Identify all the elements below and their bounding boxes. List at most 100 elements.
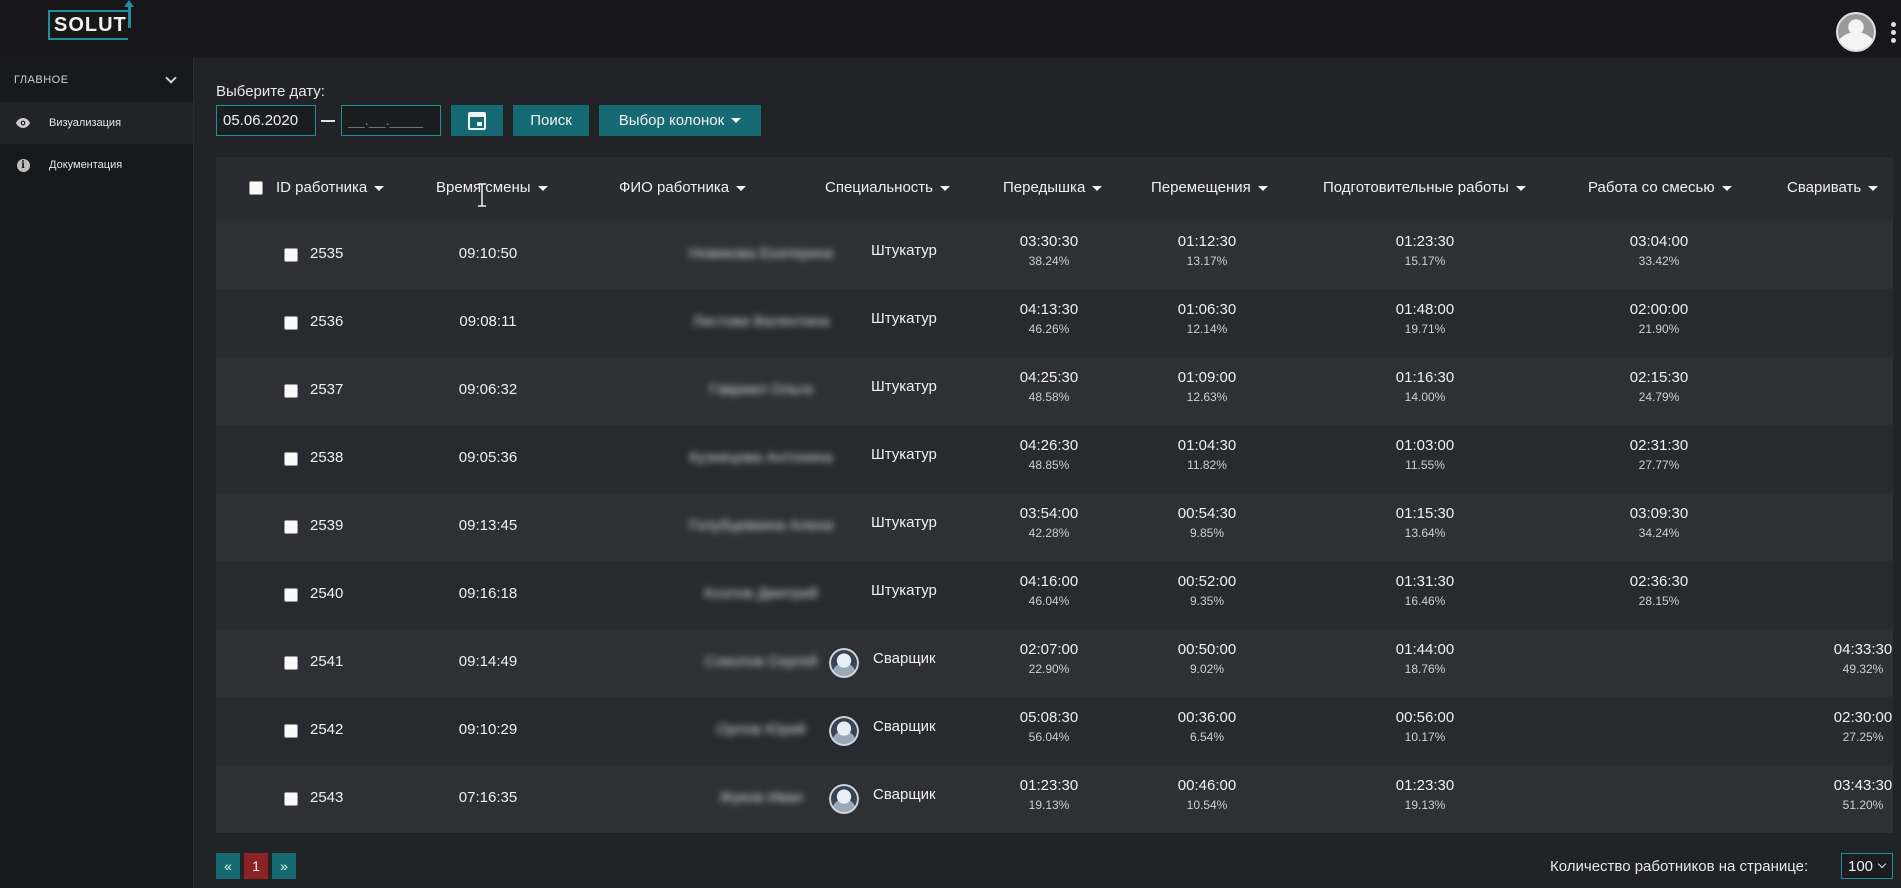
search-button[interactable]: Поиск bbox=[513, 105, 589, 136]
movement-time: 01:12:30 13.17% bbox=[1177, 233, 1237, 268]
worker-specialty: Штукатур bbox=[871, 514, 937, 531]
weld-time-percent: 27.25% bbox=[1842, 730, 1884, 744]
weld-time: 04:33:30 49.32% bbox=[1833, 641, 1893, 676]
mix-work-time-percent: 34.24% bbox=[1638, 526, 1680, 540]
logo[interactable]: SOLUT bbox=[48, 0, 134, 40]
row-checkbox[interactable] bbox=[284, 248, 298, 262]
table-row[interactable]: 2542 09:10:29 Орлов Юрий Сварщик 05:08:30 56.… bbox=[216, 697, 1893, 765]
table-row[interactable]: 2538 09:05:36 Кузнецова Антонина Штукатур 04… bbox=[216, 425, 1893, 493]
shift-time: 09:14:49 bbox=[458, 653, 518, 670]
sidebar-item-visualization[interactable]: Визуализация bbox=[0, 102, 193, 144]
table-row[interactable]: 2536 09:08:11 Листова Валентина Штукатур 04:… bbox=[216, 289, 1893, 357]
page-1-button[interactable]: 1 bbox=[244, 853, 268, 879]
table-header: ID работника Время смены ФИО работника С… bbox=[216, 157, 1893, 221]
sidebar-section-main[interactable]: ГЛАВНОЕ bbox=[0, 58, 193, 102]
calendar-icon bbox=[468, 111, 486, 130]
preparation-time-percent: 18.76% bbox=[1404, 662, 1446, 676]
shift-time: 09:05:36 bbox=[458, 449, 518, 466]
table-row[interactable]: 2539 09:13:45 Голубцевкина Алена Штукатур 03… bbox=[216, 493, 1893, 561]
more-menu-icon[interactable] bbox=[1891, 22, 1896, 44]
per-page-select[interactable]: 100 bbox=[1841, 853, 1893, 879]
movement-time-percent: 6.54% bbox=[1189, 730, 1225, 744]
weld-time: 03:43:30 51.20% bbox=[1833, 777, 1893, 812]
mix-work-time-percent: 28.15% bbox=[1638, 594, 1680, 608]
worker-name: Гавриил Ольга bbox=[709, 381, 813, 398]
date-to-input[interactable] bbox=[341, 105, 441, 136]
mix-work-time-percent: 33.42% bbox=[1638, 254, 1680, 268]
movement-time-percent: 13.17% bbox=[1186, 254, 1228, 268]
break-time-percent: 46.04% bbox=[1028, 594, 1070, 608]
worker-specialty: Штукатур bbox=[871, 242, 937, 259]
break-time-percent: 22.90% bbox=[1028, 662, 1070, 676]
movement-time: 00:46:00 10.54% bbox=[1177, 777, 1237, 812]
table-row[interactable]: 2543 07:16:35 Жуков Иван Сварщик 01:23:30 19.… bbox=[216, 765, 1893, 833]
column-header-id[interactable]: ID работника bbox=[276, 179, 385, 196]
table-row[interactable]: 2535 09:10:50 Новикова Екатерина Штукатур 03… bbox=[216, 221, 1893, 289]
mix-work-time: 02:31:30 27.77% bbox=[1629, 437, 1689, 472]
top-bar: SOLUT bbox=[0, 0, 1901, 58]
user-avatar[interactable] bbox=[1836, 12, 1876, 52]
column-header-shift[interactable]: Время смены bbox=[436, 179, 548, 196]
preparation-time: 00:56:00 10.17% bbox=[1395, 709, 1455, 744]
workers-table: ID работника Время смены ФИО работника С… bbox=[216, 157, 1893, 833]
sidebar-item-documentation[interactable]: i Документация bbox=[0, 144, 193, 186]
preparation-time-percent: 10.17% bbox=[1404, 730, 1446, 744]
row-checkbox[interactable] bbox=[284, 452, 298, 466]
break-time: 03:30:30 38.24% bbox=[1019, 233, 1079, 268]
mix-work-time: 02:15:30 24.79% bbox=[1629, 369, 1689, 404]
mix-work-time: 03:04:00 33.42% bbox=[1629, 233, 1689, 268]
select-all-checkbox[interactable] bbox=[249, 181, 263, 195]
movement-time-percent: 9.35% bbox=[1189, 594, 1225, 608]
row-checkbox[interactable] bbox=[284, 724, 298, 738]
table-row[interactable]: 2537 09:06:32 Гавриил Ольга Штукатур 04:25:3… bbox=[216, 357, 1893, 425]
preparation-time: 01:48:00 19.71% bbox=[1395, 301, 1455, 336]
row-checkbox[interactable] bbox=[284, 316, 298, 330]
table-row[interactable]: 2541 09:14:49 Соколов Сергей Сварщик 02:07:0… bbox=[216, 629, 1893, 697]
worker-specialty: Штукатур bbox=[871, 378, 937, 395]
preparation-time: 01:23:30 19.13% bbox=[1395, 777, 1455, 812]
worker-name: Орлов Юрий bbox=[716, 721, 806, 738]
preparation-time: 01:15:30 13.64% bbox=[1395, 505, 1455, 540]
sidebar-section-label: ГЛАВНОЕ bbox=[14, 74, 69, 86]
date-from-input[interactable] bbox=[216, 105, 316, 136]
column-select-button[interactable]: Выбор колонок bbox=[599, 105, 761, 136]
worker-name: Соколов Сергей bbox=[704, 653, 818, 670]
preparation-time-percent: 11.55% bbox=[1405, 458, 1445, 472]
prev-page-button[interactable]: « bbox=[216, 853, 240, 879]
preparation-time: 01:23:30 15.17% bbox=[1395, 233, 1455, 268]
movement-time: 00:54:30 9.85% bbox=[1177, 505, 1237, 540]
row-checkbox[interactable] bbox=[284, 384, 298, 398]
chevron-down-icon bbox=[1877, 859, 1887, 869]
preparation-time: 01:16:30 14.00% bbox=[1395, 369, 1455, 404]
table-row[interactable]: 2540 09:16:18 Козлов Дмитрий Штукатур 04:16:… bbox=[216, 561, 1893, 629]
column-header-movement[interactable]: Перемещения bbox=[1151, 179, 1268, 196]
column-header-specialty[interactable]: Специальность bbox=[825, 179, 950, 196]
column-header-mix-work[interactable]: Работа со смесью bbox=[1588, 179, 1732, 196]
break-time: 04:25:30 48.58% bbox=[1019, 369, 1079, 404]
column-header-name[interactable]: ФИО работника bbox=[619, 179, 747, 196]
movement-time: 00:50:00 9.02% bbox=[1177, 641, 1237, 676]
movement-time-percent: 9.02% bbox=[1189, 662, 1225, 676]
row-checkbox[interactable] bbox=[284, 656, 298, 670]
row-checkbox[interactable] bbox=[284, 588, 298, 602]
break-time: 03:54:00 42.28% bbox=[1019, 505, 1079, 540]
date-range-dash bbox=[321, 120, 335, 122]
row-checkbox[interactable] bbox=[284, 520, 298, 534]
chevron-down-icon bbox=[165, 72, 177, 84]
column-header-break[interactable]: Передышка bbox=[1003, 179, 1103, 196]
mix-work-time: 02:36:30 28.15% bbox=[1629, 573, 1689, 608]
logo-arrow-icon bbox=[124, 0, 134, 28]
break-time: 04:26:30 48.85% bbox=[1019, 437, 1079, 472]
worker-id: 2539 bbox=[310, 517, 344, 534]
row-checkbox[interactable] bbox=[284, 792, 298, 806]
column-header-weld[interactable]: Сваривать bbox=[1787, 179, 1879, 196]
next-page-button[interactable]: » bbox=[272, 853, 296, 879]
mix-work-time-percent: 24.79% bbox=[1638, 390, 1680, 404]
worker-name: Жуков Иван bbox=[719, 789, 803, 806]
worker-id: 2538 bbox=[310, 449, 344, 466]
column-header-preparation[interactable]: Подготовительные работы bbox=[1323, 179, 1526, 196]
welder-icon bbox=[829, 716, 859, 746]
calendar-button[interactable] bbox=[451, 105, 503, 136]
worker-id: 2540 bbox=[310, 585, 344, 602]
shift-time: 09:08:11 bbox=[459, 313, 517, 330]
